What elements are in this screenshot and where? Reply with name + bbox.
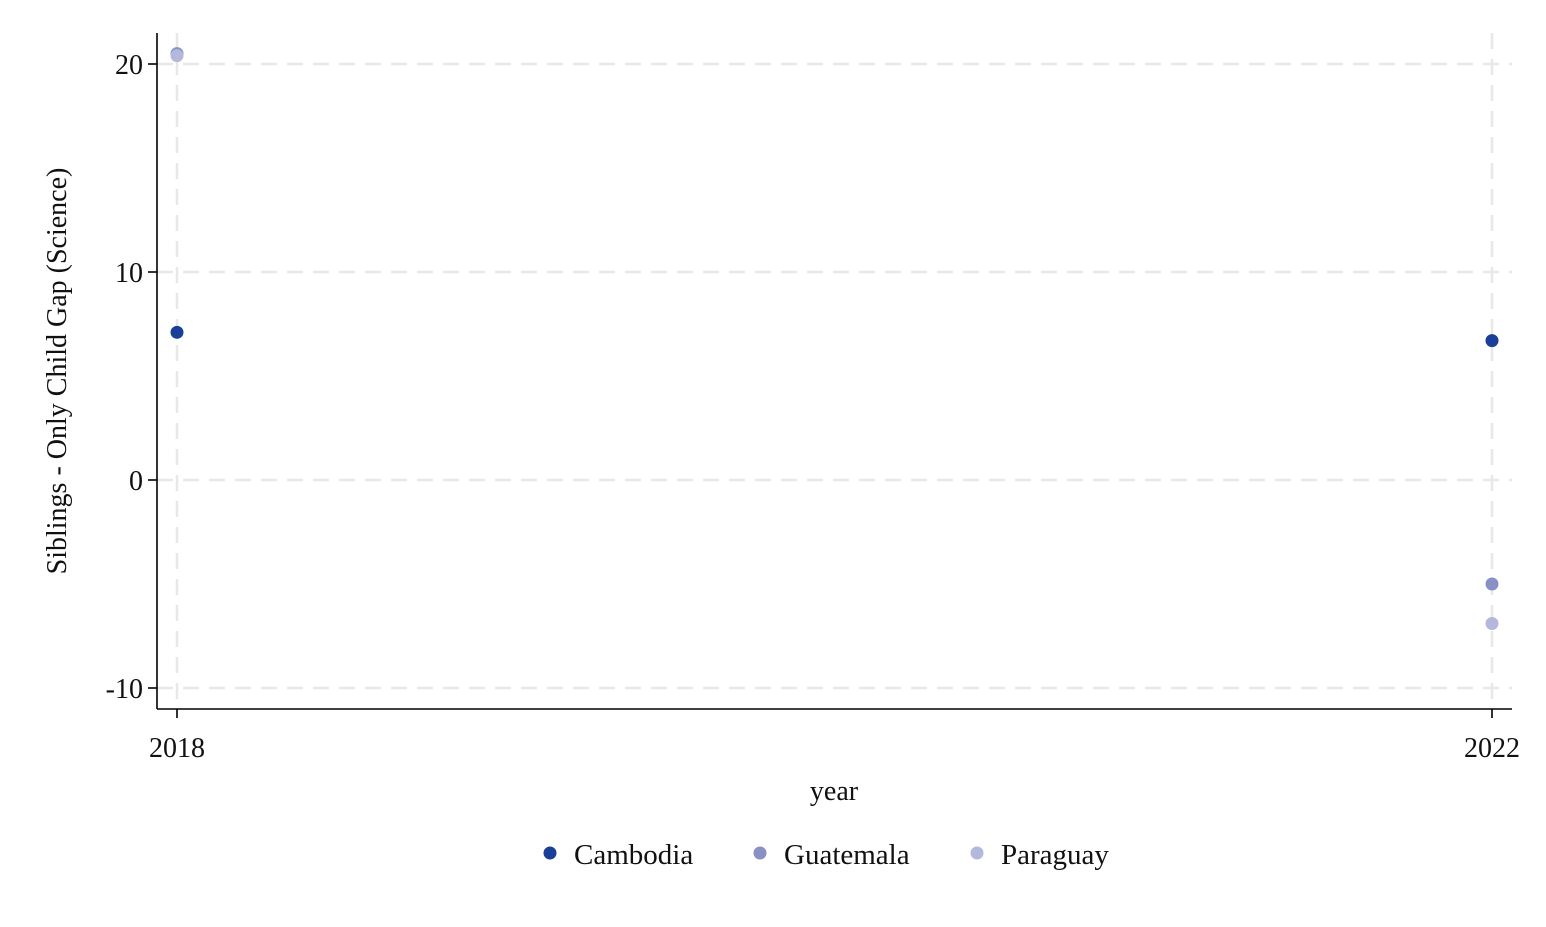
x-tick-label: 2018 [149,733,205,764]
legend-label-cambodia: Cambodia [574,839,693,871]
legend-label-guatemala: Guatemala [784,839,910,871]
data-points [170,47,1499,631]
axes [156,33,1512,710]
legend-marker-guatemala [753,846,767,860]
y-tick-label: 10 [115,258,143,289]
data-point-paraguay [1485,617,1499,631]
legend-marker-cambodia [543,846,557,860]
grid [157,33,1512,709]
legend-marker-paraguay [970,846,984,860]
data-point-paraguay [170,49,184,63]
x-ticks: 2018 2022 [149,709,1520,764]
x-axis-title: year [810,776,859,807]
y-tick-label: -10 [106,674,143,705]
y-ticks: -10 0 10 20 [106,50,157,705]
data-point-cambodia [1485,334,1499,348]
legend-label-paraguay: Paraguay [1001,839,1109,871]
y-tick-label: 20 [115,50,143,81]
y-axis-title: Siblings - Only Child Gap (Science) [42,168,73,575]
legend: Cambodia Guatemala Paraguay [543,839,1109,871]
y-tick-label: 0 [129,466,143,497]
data-point-guatemala [1485,577,1499,591]
data-point-cambodia [170,325,184,339]
x-tick-label: 2022 [1464,733,1520,764]
